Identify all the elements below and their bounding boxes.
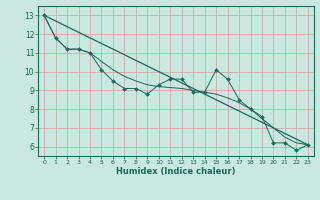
- X-axis label: Humidex (Indice chaleur): Humidex (Indice chaleur): [116, 167, 236, 176]
